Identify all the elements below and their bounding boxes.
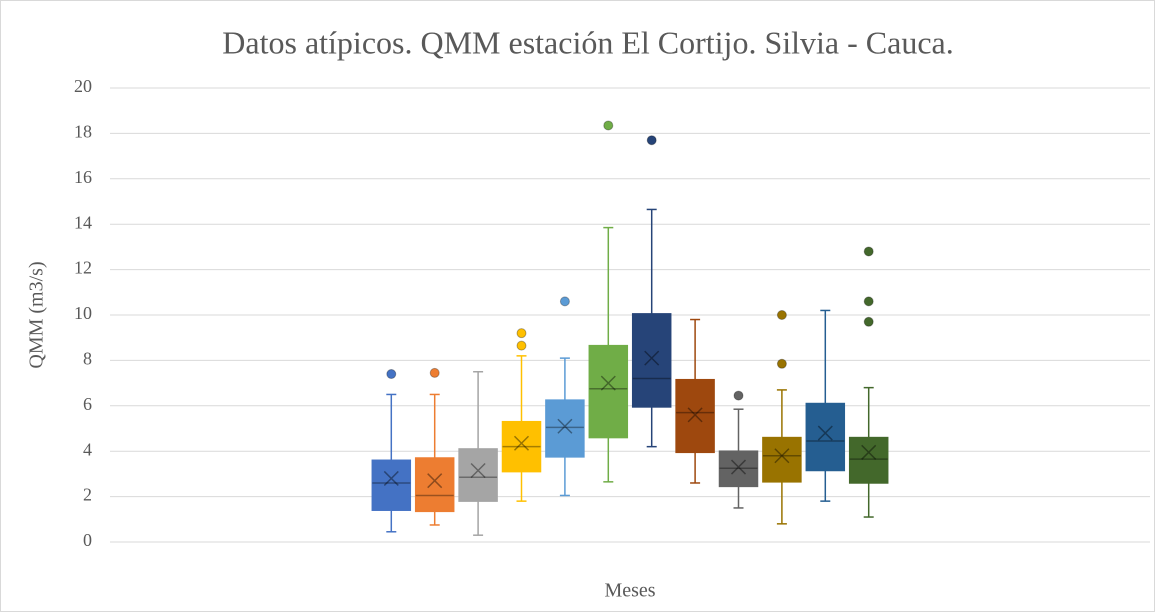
outlier [733,390,744,401]
mean-marker [427,473,443,489]
mean-marker [513,435,530,451]
x-axis-label: Meses [604,580,655,602]
mean-marker [383,470,399,486]
mean-marker [687,407,703,423]
mean-marker [817,425,833,441]
outlier [559,296,570,307]
box [501,420,542,473]
y-tick-label: 2 [83,485,92,505]
outlier [863,296,874,307]
mean-marker [644,350,660,366]
y-tick-label: 12 [74,258,92,278]
box [458,448,498,502]
box [631,313,672,408]
box [675,378,715,454]
outlier [646,135,657,146]
y-tick-label: 4 [83,439,92,459]
outlier [429,367,440,378]
outlier [603,120,614,131]
mean-marker [730,459,747,475]
outlier [863,246,874,257]
outlier [776,310,787,320]
mean-marker [470,462,486,479]
box [762,436,802,483]
box [848,436,889,484]
outlier [776,358,787,369]
y-tick-label: 20 [74,76,92,96]
outlier [386,369,397,380]
mean-marker [557,418,573,434]
box [718,450,759,488]
mean-marker [600,375,616,391]
mean-marker [861,444,877,460]
y-tick-label: 8 [83,349,92,369]
y-tick-label: 10 [74,303,92,323]
y-tick-label: 18 [74,122,92,142]
box [588,344,629,439]
y-tick-label: 16 [74,167,92,187]
box [805,402,846,472]
outlier [863,316,874,327]
y-tick-label: 14 [74,212,92,232]
y-tick-label: 6 [83,394,92,414]
y-tick-label: 0 [83,530,92,550]
box [545,399,585,458]
outlier [516,340,527,351]
mean-marker [774,448,790,464]
y-axis-label: QMM (m3/s) [26,261,48,368]
box [371,459,412,511]
box [414,457,455,513]
chart-title: Datos atípicos. QMM estación El Cortijo.… [222,24,953,60]
outlier [516,328,527,339]
